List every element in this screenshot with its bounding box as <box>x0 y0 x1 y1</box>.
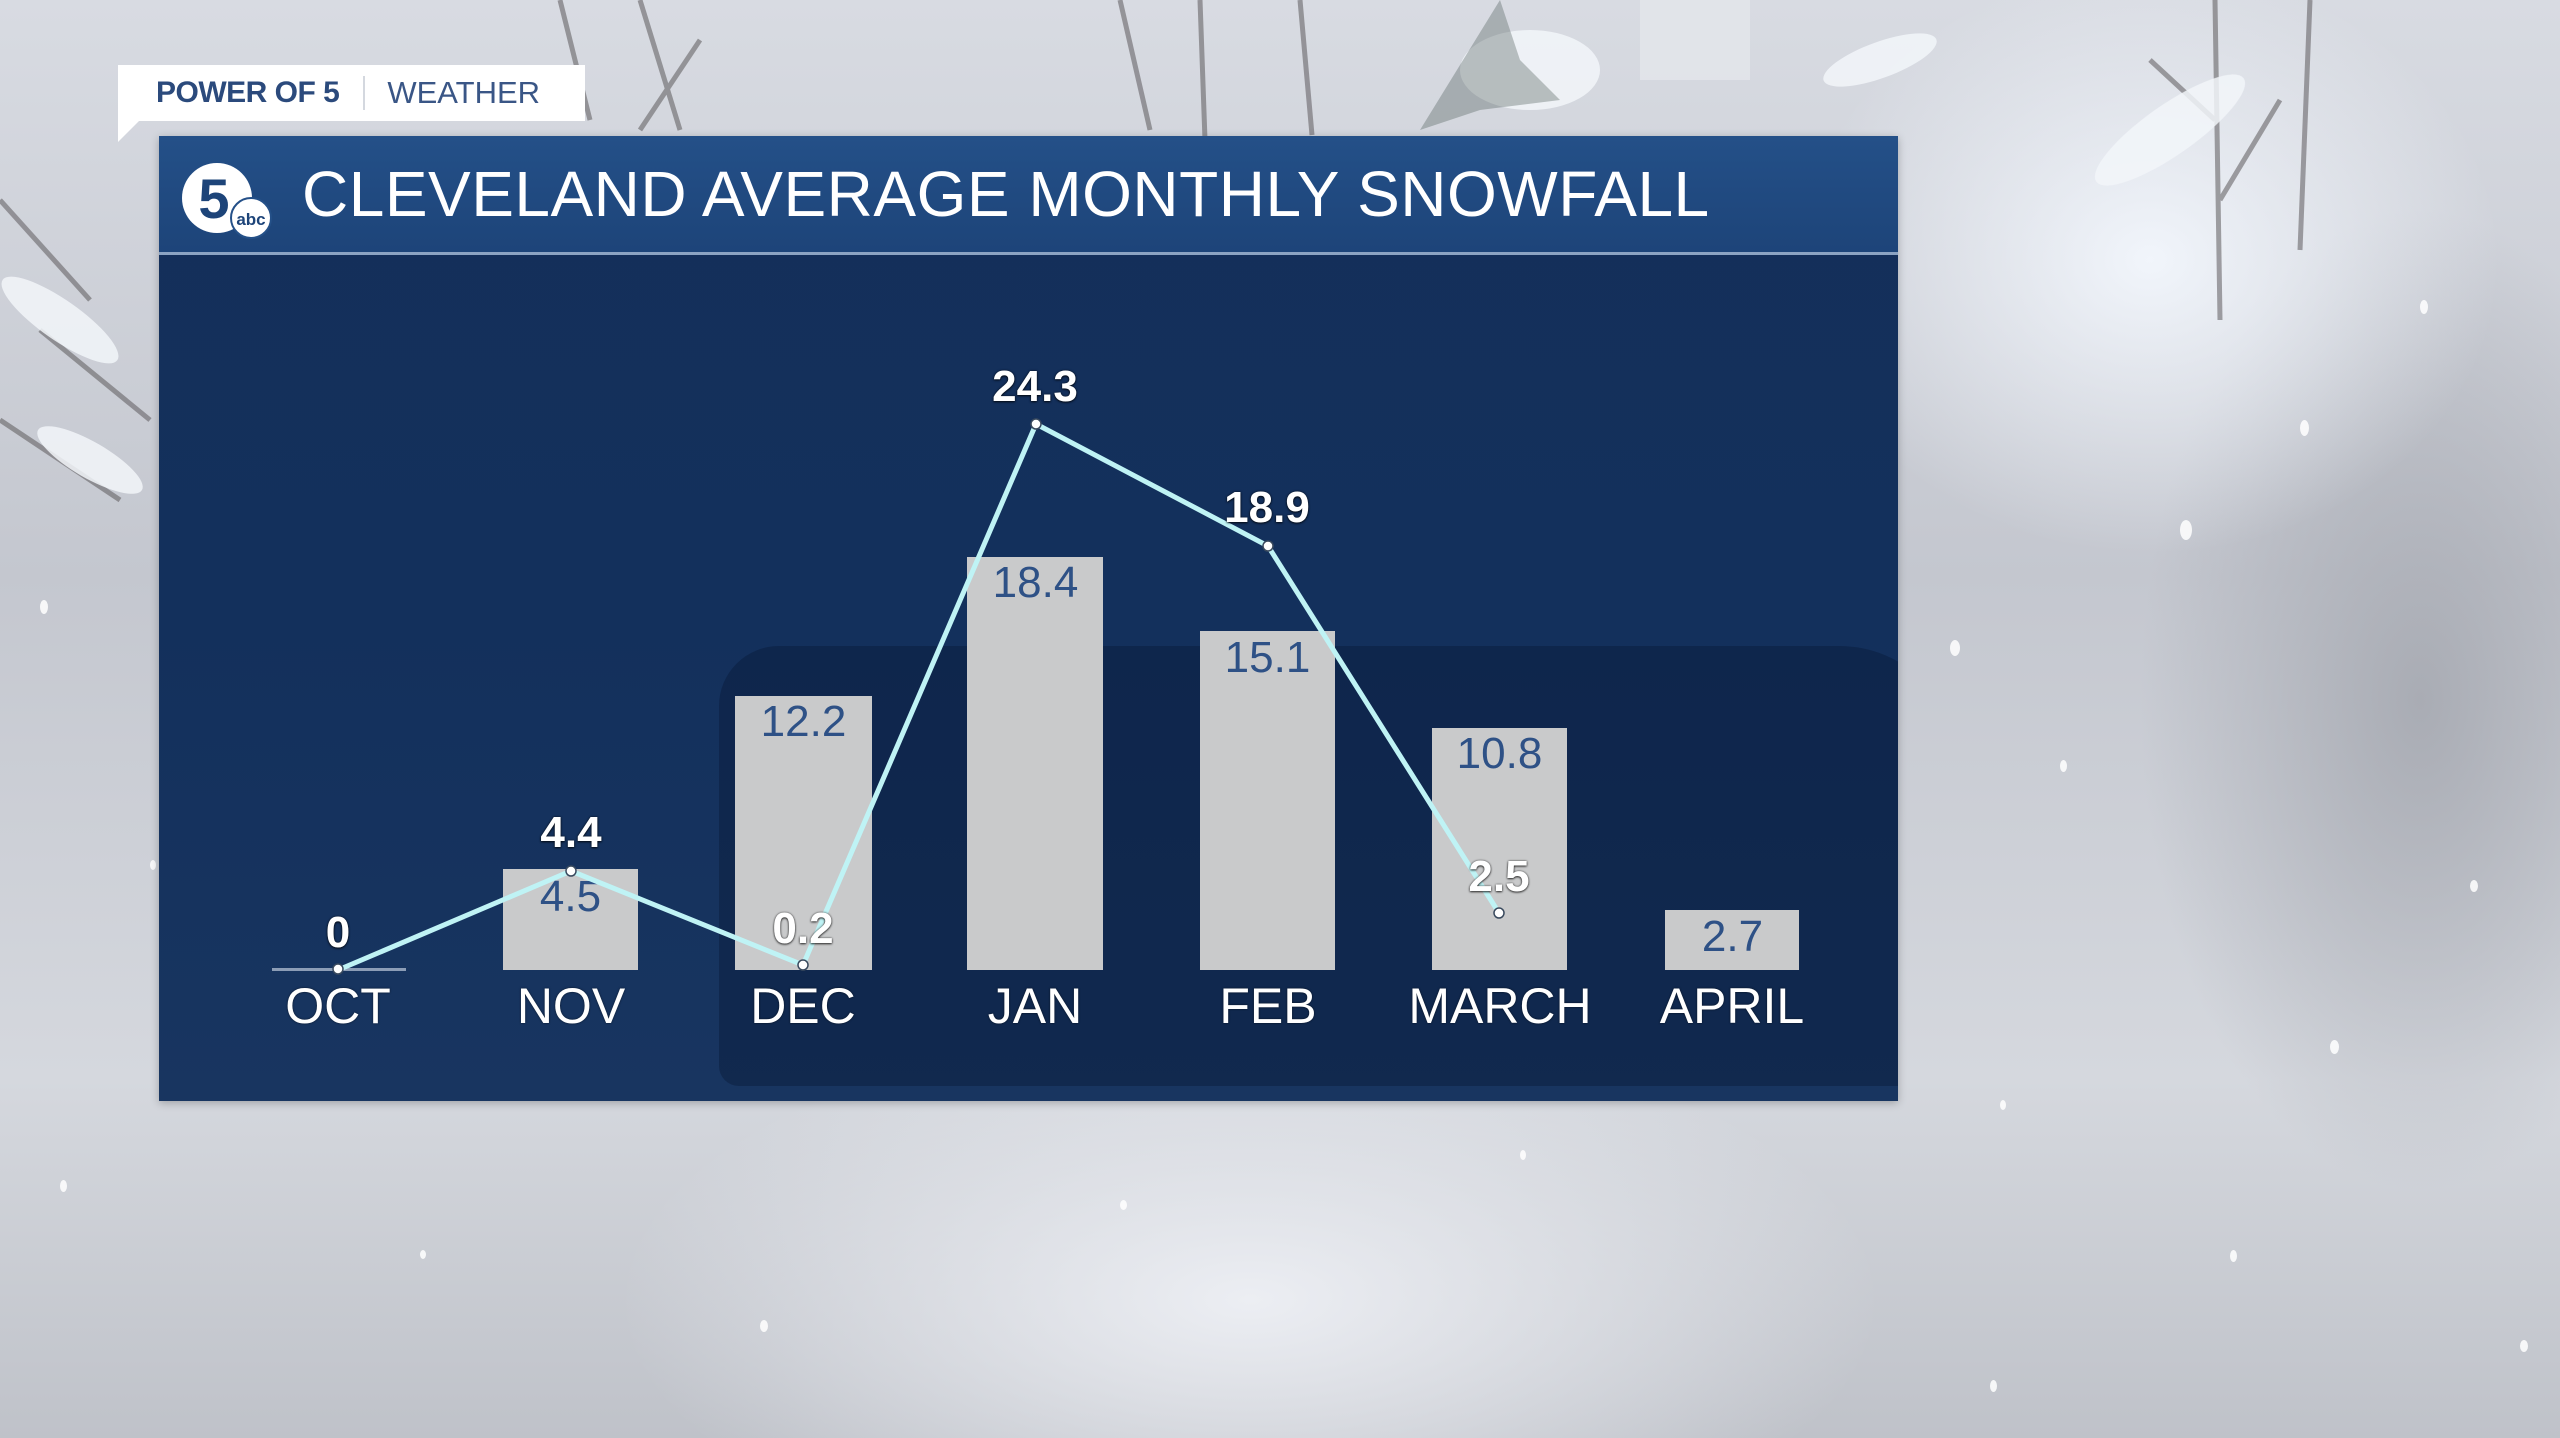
chart-title: CLEVELAND AVERAGE MONTHLY SNOWFALL <box>302 158 1710 230</box>
background-bench-shadow <box>719 646 1898 1086</box>
svg-text:abc: abc <box>236 210 265 229</box>
chart-header: 5 abc CLEVELAND AVERAGE MONTHLY SNOWFALL <box>159 136 1898 252</box>
tab-tail <box>118 120 140 142</box>
chart-panel: 5 abc CLEVELAND AVERAGE MONTHLY SNOWFALL <box>159 136 1898 1101</box>
header-divider <box>159 252 1898 255</box>
station-logo-icon: 5 abc <box>182 163 272 239</box>
segment-tab: POWER OF 5 WEATHER <box>118 65 585 121</box>
svg-text:5: 5 <box>198 167 229 230</box>
segment-brand-label: POWER OF 5 <box>156 76 340 109</box>
tab-divider <box>363 76 366 110</box>
segment-topic-label: WEATHER <box>387 75 541 110</box>
